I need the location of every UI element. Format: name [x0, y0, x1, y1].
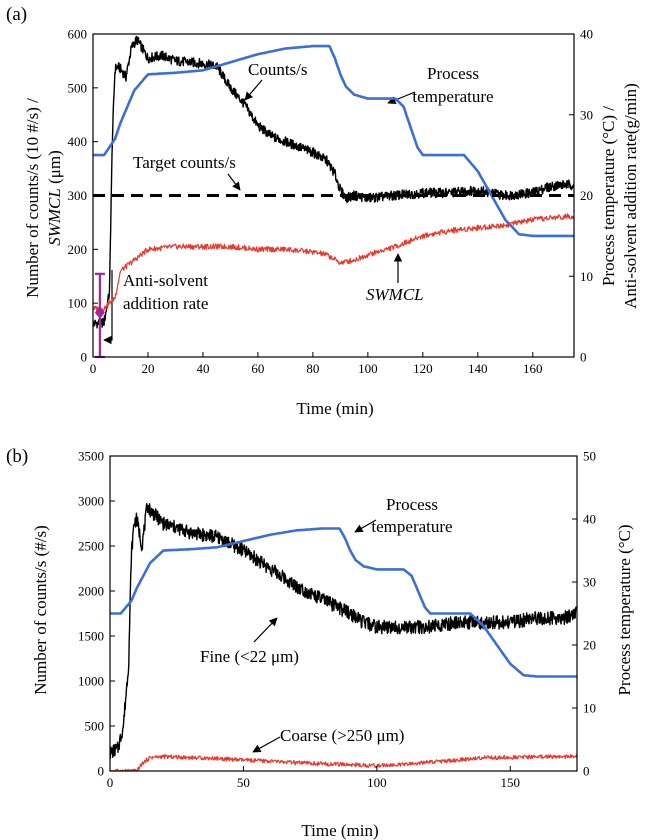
- panel-b-axes-group: 0 50 100 1500500100015002000250030003500010…: [78, 449, 596, 791]
- panel-b-series-process-temperature: [110, 527, 577, 678]
- panel-b-ylabel-right: Process temperature (°C): [615, 524, 634, 695]
- panel-b-plot-frame: [109, 455, 578, 772]
- panel-b-arrow-coarse: [252, 736, 281, 753]
- panel-a-x-tick-label: 80: [306, 361, 319, 376]
- panel-a-annotation-target: Target counts/s: [133, 153, 236, 172]
- panel-b-arrow-temp: [354, 519, 377, 533]
- panel-b-xlabel: Time (min): [301, 821, 378, 840]
- panel-b-y-left-tick-label: 500: [85, 719, 105, 734]
- panel-a-x-tick-label: 60: [251, 361, 264, 376]
- panel-b-y-left-tick-label: 3000: [78, 494, 104, 509]
- panel-b-y-left-tick-label: 2000: [78, 584, 104, 599]
- panel-a-y-right-tick-label: 10: [580, 269, 593, 284]
- panel-b-x-tick-label: 100: [367, 775, 387, 790]
- panel-b-annotation-coarse: Coarse (>250 μm): [280, 726, 404, 745]
- panel-a-ylabel-left-line2: SWMCL (μm): [45, 150, 64, 246]
- panel-b-series-fine-22-m: [109, 503, 578, 759]
- panel-a-y-right-tick-label: 40: [580, 27, 593, 42]
- panel-b-ylabel-left: Number of counts/s (#/s): [31, 525, 50, 695]
- panel-a-ylabel-left-unit: (μm): [45, 150, 64, 188]
- panel-a-x-tick-label: 120: [413, 361, 433, 376]
- panel-a-annotation-counts: Counts/s: [248, 60, 308, 79]
- panel-b-y-left-tick-label: 3500: [78, 449, 104, 464]
- panel-b-y-right-tick-label: 40: [583, 512, 596, 527]
- panel-a-y-left-tick-label: 200: [68, 242, 88, 257]
- panel-b-annotation-temp-2: temperature: [371, 517, 452, 536]
- panel-a-x-tick-label: 160: [523, 361, 543, 376]
- panel-b-y-left-tick-label: 2500: [78, 539, 104, 554]
- panel-b-annotation-fine: Fine (<22 μm): [200, 647, 299, 666]
- panel-b-x-tick-label: 0: [107, 775, 114, 790]
- panel-a-annotation-temp-2: temperature: [412, 87, 493, 106]
- panel-b-x-tick-label: 150: [501, 775, 521, 790]
- panel-a-series-anti-solvent-addition-rate: [94, 272, 105, 359]
- panel-a-x-tick-label: 20: [141, 361, 154, 376]
- panel-a-arrow-anti: [103, 270, 113, 345]
- panel-a-y-right-tick-label: 0: [580, 350, 587, 365]
- panel-a-annotation-anti-1: Anti-solvent: [123, 271, 208, 290]
- panel-a-axes-group: 0 20 40 60 80 100 120 140 1600100200300400500600…: [68, 27, 594, 377]
- panel-a-y-left-tick-label: 100: [68, 296, 88, 311]
- panel-a-x-tick-label: 0: [90, 361, 97, 376]
- panel-b-y-right-tick-label: 20: [583, 638, 596, 653]
- panel-a-x-tick-label: 40: [196, 361, 209, 376]
- panel-b-x-tick-label: 50: [237, 775, 250, 790]
- panel-a-ylabel-left-line1: Number of counts/s (10 #/s) /: [23, 98, 42, 298]
- panel-b-y-right-tick-label: 0: [583, 764, 590, 779]
- panel-b-arrow-fine: [253, 617, 278, 643]
- panel-b: (b) Number of counts/s (#/s) Process tem…: [6, 446, 634, 840]
- panel-a-y-left-tick-label: 0: [81, 350, 88, 365]
- panel-a-y-left-tick-label: 500: [68, 80, 88, 95]
- panel-a-y-left-tick-label: 300: [68, 188, 88, 203]
- panel-b-y-right-tick-label: 10: [583, 701, 596, 716]
- panel-b-y-left-tick-label: 1000: [78, 674, 104, 689]
- panel-a-label: (a): [6, 4, 27, 25]
- panel-a-y-right-tick-label: 20: [580, 188, 593, 203]
- panel-a-arrow-counts: [244, 79, 263, 101]
- panel-a-annotation-swmcl: SWMCL: [366, 285, 424, 304]
- panel-b-y-left-tick-label: 0: [98, 764, 105, 779]
- panel-b-annotation-temp-1: Process: [386, 495, 438, 514]
- panel-b-y-left-tick-label: 1500: [78, 629, 104, 644]
- panel-a-annotation-anti-2: addition rate: [123, 294, 208, 313]
- panel-b-label: (b): [6, 446, 28, 467]
- panel-b-y-right-tick-label: 30: [583, 575, 596, 590]
- panel-a: (a) Number of counts/s (10 #/s) / SWMCL …: [6, 4, 640, 418]
- panel-a-arrow-target: [227, 173, 241, 191]
- panel-a-y-left-tick-label: 400: [68, 134, 88, 149]
- panel-a-annotation-temp-1: Process: [427, 64, 479, 83]
- panel-b-series-coarse-250-m: [109, 754, 578, 772]
- panel-a-antisolvent-marker: [94, 306, 105, 319]
- panel-a-x-tick-label: 100: [358, 361, 378, 376]
- panel-a-series-group: [92, 35, 575, 359]
- panel-b-series-group: [109, 503, 578, 772]
- panel-a-arrow-temp: [387, 91, 416, 105]
- panel-a-y-right-tick-label: 30: [580, 107, 593, 122]
- panel-a-y-left-tick-label: 600: [68, 27, 88, 42]
- panel-a-ylabel-left-italic: SWMCL: [45, 188, 64, 246]
- panel-a-xlabel: Time (min): [296, 399, 373, 418]
- panel-a-ylabel-right-line1: Process temperature (°C) /: [599, 106, 618, 286]
- panel-a-ylabel-right-line2: Anti-solvent addition rate(g/min): [621, 83, 640, 309]
- panel-b-y-right-tick-label: 50: [583, 449, 596, 464]
- panel-a-series-process-temperature: [93, 44, 574, 238]
- panel-a-series-swmcl: [92, 213, 575, 312]
- panel-a-x-tick-label: 140: [468, 361, 488, 376]
